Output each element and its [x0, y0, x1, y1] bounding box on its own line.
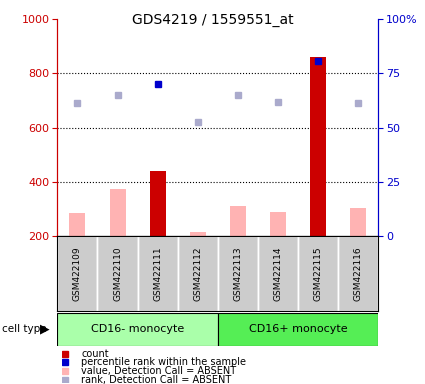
- Bar: [298, 236, 338, 311]
- Bar: [110, 189, 125, 236]
- Text: value, Detection Call = ABSENT: value, Detection Call = ABSENT: [82, 366, 237, 376]
- Bar: [178, 236, 218, 311]
- Text: GSM422109: GSM422109: [73, 246, 82, 301]
- Text: CD16+ monocyte: CD16+ monocyte: [249, 324, 347, 334]
- Text: CD16- monocyte: CD16- monocyte: [91, 324, 184, 334]
- Text: GSM422111: GSM422111: [153, 246, 162, 301]
- Bar: [270, 212, 286, 236]
- Text: rank, Detection Call = ABSENT: rank, Detection Call = ABSENT: [82, 375, 232, 384]
- Bar: [97, 236, 138, 311]
- Text: percentile rank within the sample: percentile rank within the sample: [82, 358, 246, 367]
- Bar: [218, 236, 258, 311]
- Bar: [57, 313, 218, 346]
- Bar: [338, 236, 378, 311]
- Text: cell type: cell type: [2, 324, 47, 334]
- Text: GSM422115: GSM422115: [314, 246, 323, 301]
- Text: ▶: ▶: [40, 323, 49, 336]
- Bar: [258, 236, 298, 311]
- Text: count: count: [82, 349, 109, 359]
- Text: GSM422116: GSM422116: [354, 246, 363, 301]
- Bar: [310, 57, 326, 236]
- Bar: [69, 213, 85, 236]
- Text: GSM422114: GSM422114: [273, 247, 283, 301]
- Text: GDS4219 / 1559551_at: GDS4219 / 1559551_at: [132, 13, 293, 27]
- Text: GSM422113: GSM422113: [233, 246, 242, 301]
- Text: GSM422110: GSM422110: [113, 246, 122, 301]
- Bar: [57, 236, 97, 311]
- Bar: [218, 313, 378, 346]
- Bar: [230, 206, 246, 236]
- Text: GSM422112: GSM422112: [193, 247, 202, 301]
- Bar: [150, 171, 166, 236]
- Bar: [350, 208, 366, 236]
- Bar: [138, 236, 178, 311]
- Bar: [190, 232, 206, 236]
